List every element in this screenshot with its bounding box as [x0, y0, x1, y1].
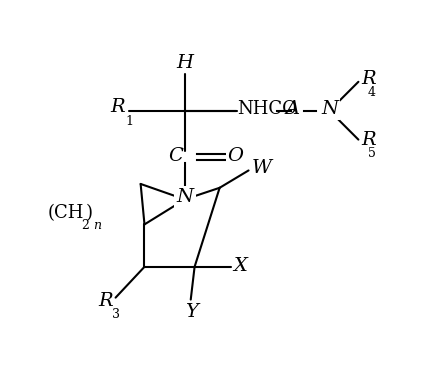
Text: ): ): [86, 204, 93, 222]
Text: W: W: [251, 159, 271, 177]
Text: R: R: [98, 292, 113, 310]
Text: Y: Y: [185, 303, 198, 321]
Text: 5: 5: [368, 147, 376, 160]
Text: O: O: [228, 147, 243, 165]
Text: 3: 3: [113, 308, 121, 321]
Text: R: R: [361, 131, 376, 149]
Text: N: N: [321, 100, 338, 118]
Text: A: A: [285, 100, 299, 118]
Text: R: R: [361, 70, 376, 88]
Text: n: n: [93, 219, 101, 232]
Text: N: N: [177, 188, 194, 206]
Text: 4: 4: [368, 86, 376, 99]
Text: 1: 1: [125, 115, 133, 127]
Text: R: R: [110, 98, 125, 116]
Text: 2: 2: [81, 219, 89, 232]
Text: H: H: [177, 54, 194, 72]
Text: X: X: [233, 256, 247, 274]
Text: C: C: [168, 147, 183, 165]
Text: (CH: (CH: [48, 204, 84, 222]
Text: NHCO: NHCO: [237, 100, 297, 118]
